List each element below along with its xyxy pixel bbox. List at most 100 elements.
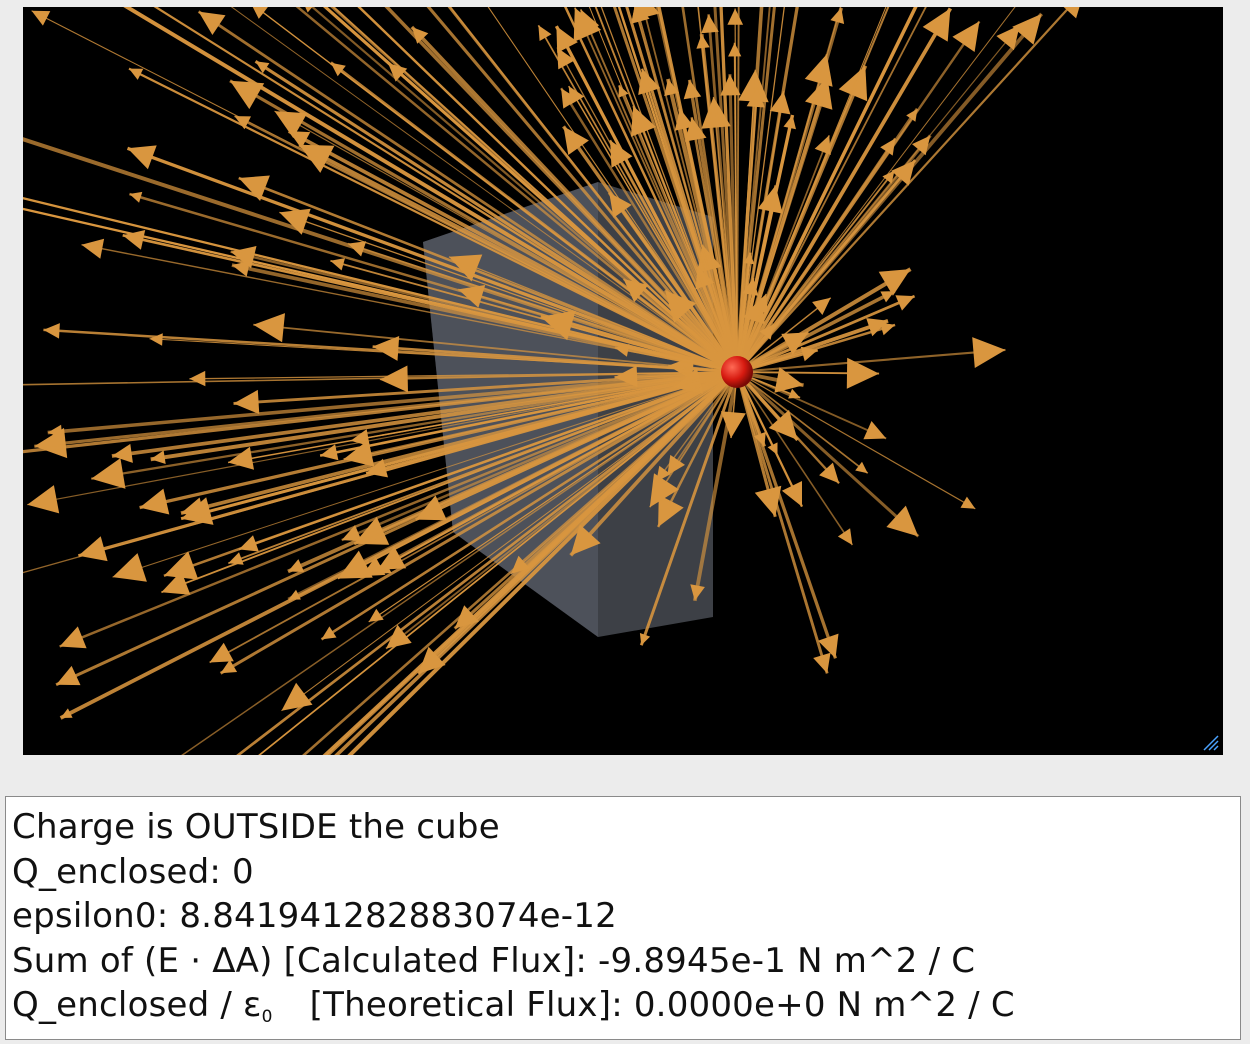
field-vector-line (47, 370, 738, 435)
field-vector-line (625, 7, 739, 373)
field-vector-arrowhead (163, 551, 199, 580)
field-vector-arrowhead (377, 546, 407, 570)
field-vector-arrowhead (813, 652, 831, 674)
field-vector-arrowhead (922, 8, 951, 42)
field-vector-arrowhead (880, 291, 895, 303)
field-vector-arrowhead (788, 388, 801, 399)
field-vector-line (735, 7, 799, 373)
field-vector-arrowhead (274, 111, 308, 138)
resize-handle-icon[interactable] (1201, 733, 1219, 751)
field-vector-arrowhead (139, 488, 170, 515)
field-vector-line (384, 7, 739, 374)
field-vector-arrowhead (189, 370, 206, 387)
field-vector-arrowhead (81, 238, 105, 259)
field-vector-arrowhead (91, 458, 126, 489)
flux-scene (23, 7, 1080, 755)
field-vector-line (735, 7, 918, 373)
field-vector-line (325, 370, 739, 755)
field-vector-arrowhead (343, 439, 375, 467)
field-vector-line (600, 7, 738, 373)
field-vector-line (238, 370, 738, 551)
epsilon-subscript: 0 (261, 1007, 273, 1027)
field-vector-arrowhead (674, 108, 694, 131)
field-vector-line (197, 10, 738, 374)
field-vector-line (337, 371, 738, 580)
field-vector-arrowhead (47, 424, 63, 439)
field-vector-line (588, 7, 738, 373)
field-vector-line (735, 370, 920, 538)
field-vector-arrowhead (330, 258, 345, 271)
field-vector-line (254, 59, 738, 374)
field-vector-arrowhead (690, 584, 705, 601)
field-vector-arrowhead (812, 297, 831, 315)
field-vector-arrowhead (614, 365, 638, 388)
field-vector-arrowhead (746, 88, 765, 108)
field-vector-arrowhead (781, 332, 809, 355)
field-vector-line (510, 371, 738, 575)
3d-canvas[interactable] (23, 7, 1223, 755)
field-vector-arrowhead (774, 367, 804, 393)
field-vector-arrowhead (863, 421, 887, 440)
field-vector-arrowhead (880, 138, 896, 156)
field-vector-arrowhead (658, 494, 684, 527)
field-vector-line (320, 370, 738, 641)
field-vector-arrowhead (379, 365, 408, 393)
field-vector-arrowhead (767, 442, 778, 455)
field-vector-arrowhead (757, 185, 783, 214)
field-vector-line (229, 79, 738, 374)
field-vector-line (736, 371, 869, 474)
field-vector-arrowhead (573, 7, 602, 43)
field-vector-line (126, 146, 738, 374)
field-vector-arrowhead (252, 7, 268, 19)
field-vector-line (692, 371, 739, 602)
field-vector-line (27, 371, 738, 506)
field-vector-arrowhead (305, 7, 313, 13)
output-panel: Charge is OUTSIDE the cube Q_enclosed: 0… (5, 796, 1241, 1040)
field-vector-line (426, 7, 739, 374)
field-vector-arrowhead (960, 496, 976, 509)
field-vector-line (736, 348, 1006, 374)
field-vector-arrowhead (198, 11, 226, 35)
field-vector-line (258, 371, 738, 755)
field-vector-arrowhead (891, 160, 916, 186)
field-vector-line (23, 207, 738, 374)
field-vector-line (123, 7, 739, 374)
field-vector-arrowhead (129, 68, 144, 80)
field-vector-arrowhead (279, 208, 311, 235)
field-vector-line (368, 371, 738, 623)
field-vector-line (540, 314, 738, 374)
field-vector-arrowhead (696, 34, 710, 49)
field-vector-line (554, 25, 739, 373)
field-vector-line (655, 371, 738, 483)
field-vector-arrowhead (568, 86, 585, 105)
field-vector-arrowhead (388, 63, 408, 82)
field-vector-arrowhead (347, 241, 367, 257)
field-vector-arrowhead (255, 61, 270, 74)
field-vector-line (569, 370, 739, 557)
field-vector-arrowhead (837, 528, 853, 545)
field-vector-line (161, 371, 738, 594)
field-vector-arrowhead (751, 293, 768, 314)
field-vector-arrowhead (330, 62, 346, 77)
field-vector-arrowhead (895, 295, 915, 311)
field-vector-arrowhead (253, 313, 285, 343)
theoretical-flux-suffix: [Theoretical Flux]: 0.0000e+0 N m^2 / C (309, 985, 1015, 1025)
field-vector-line (189, 371, 738, 380)
field-vector-line (635, 7, 738, 373)
field-vector-arrowhead (230, 80, 265, 110)
field-vector-arrowhead (830, 7, 845, 25)
field-vector-line (678, 108, 739, 373)
field-vector-arrowhead (129, 191, 143, 203)
field-vector-line (573, 7, 738, 373)
field-vector-line (736, 7, 1016, 373)
field-vector-line (112, 371, 738, 578)
field-vector-arrowhead (234, 116, 251, 130)
field-vector-arrowhead (631, 7, 660, 21)
field-vector-arrowhead (150, 450, 166, 464)
field-vector-line (238, 176, 738, 374)
field-vector-line (279, 211, 738, 373)
field-vector-arrowhead (59, 626, 87, 649)
field-vector-line (302, 371, 738, 755)
field-vector-line (181, 371, 738, 755)
field-vector-arrowhead (781, 481, 802, 507)
